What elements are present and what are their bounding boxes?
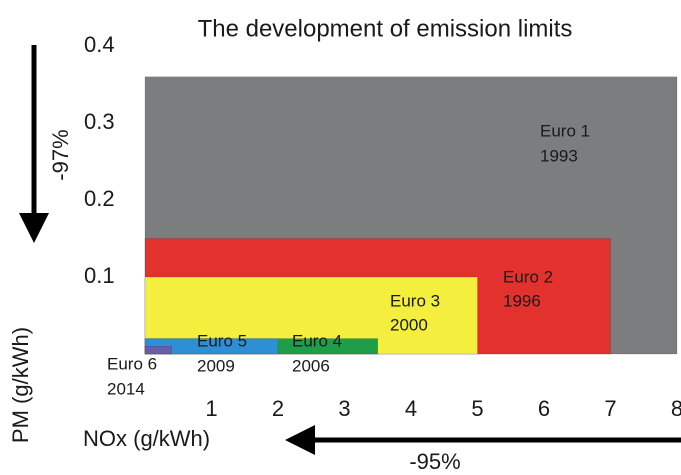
y-axis-label: PM (g/kWh) [8, 327, 33, 443]
box-name: Euro 6 [107, 354, 157, 373]
x-tick-label: 8 [671, 396, 681, 421]
box-name: Euro 2 [503, 267, 553, 286]
box-name: Euro 4 [292, 331, 342, 350]
box-year: 1996 [503, 291, 541, 310]
y-annotation: -97% [48, 129, 73, 180]
box-year: 2014 [107, 379, 145, 398]
box-name: Euro 3 [390, 291, 440, 310]
y-tick-label: 0.4 [84, 32, 115, 57]
x-tick-label: 5 [471, 396, 483, 421]
x-axis-label: NOx (g/kWh) [83, 426, 210, 451]
x-annotation: -95% [409, 449, 460, 474]
box-year: 2000 [390, 315, 428, 334]
emission-box [144, 346, 172, 355]
chart-title: The development of emission limits [198, 15, 573, 42]
box-name: Euro 5 [197, 331, 247, 350]
box-year: 2006 [292, 356, 330, 375]
y-tick-label: 0.1 [84, 263, 115, 288]
x-tick-label: 1 [205, 396, 217, 421]
x-tick-label: 6 [538, 396, 550, 421]
x-tick-label: 7 [604, 396, 616, 421]
x-tick-label: 3 [338, 396, 350, 421]
y-tick-label: 0.3 [84, 109, 115, 134]
x-tick-label: 2 [272, 396, 284, 421]
box-name: Euro 1 [540, 121, 590, 140]
y-tick-label: 0.2 [84, 186, 115, 211]
box-year: 2009 [197, 356, 235, 375]
x-tick-label: 4 [405, 396, 417, 421]
box-year: 1993 [540, 146, 578, 165]
